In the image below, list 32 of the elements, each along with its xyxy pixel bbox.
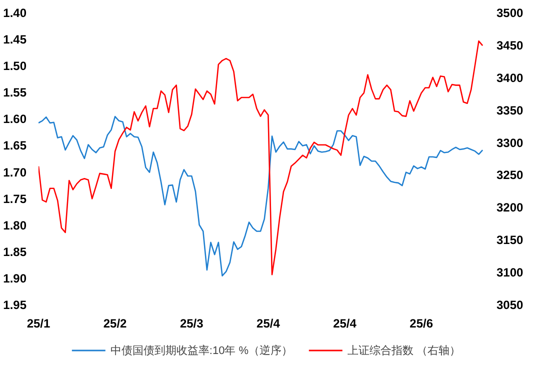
y-tick-label: 1.80 [3,218,27,232]
line-series [38,116,484,276]
x-tick-label: 25/4 [333,316,357,330]
y-tick-label: 1.55 [3,86,27,100]
y2-tick-label: 3050 [496,298,524,312]
y2-tick-label: 3400 [496,70,524,85]
y2-tick-label: 3250 [496,168,524,182]
y-tick-label: 1.45 [3,32,27,47]
y-tick-label: 1.40 [3,6,27,20]
y2-tick-label: 3150 [496,233,524,248]
y-tick-label: 1.70 [3,165,27,180]
x-tick-label: 25/6 [410,316,434,330]
y-tick-label: 1.95 [3,298,27,312]
y-tick-label: 1.50 [3,59,27,74]
x-tick-label: 25/3 [180,316,204,330]
y-tick-label: 1.65 [3,138,27,153]
y-tick-label: 1.60 [3,112,27,126]
legend-label: 上证综合指数 （右轴） [348,344,461,358]
x-tick-label: 25/1 [26,316,51,330]
x-tick-label: 25/2 [103,316,128,330]
y2-tick-label: 3200 [496,200,524,215]
y2-tick-label: 3450 [496,38,524,52]
y-tick-label: 1.90 [3,271,27,286]
line-series [38,40,484,276]
legend-label: 中债国债到期收益率:10年 %（逆序） [110,344,293,358]
y-tick-label: 1.75 [3,192,27,206]
y-tick-label: 1.85 [3,244,27,259]
y2-tick-label: 3100 [496,266,524,280]
y2-tick-label: 3350 [496,103,524,118]
x-tick-label: 25/4 [256,316,280,330]
y2-tick-label: 3500 [496,6,524,20]
y2-tick-label: 3300 [496,136,524,150]
